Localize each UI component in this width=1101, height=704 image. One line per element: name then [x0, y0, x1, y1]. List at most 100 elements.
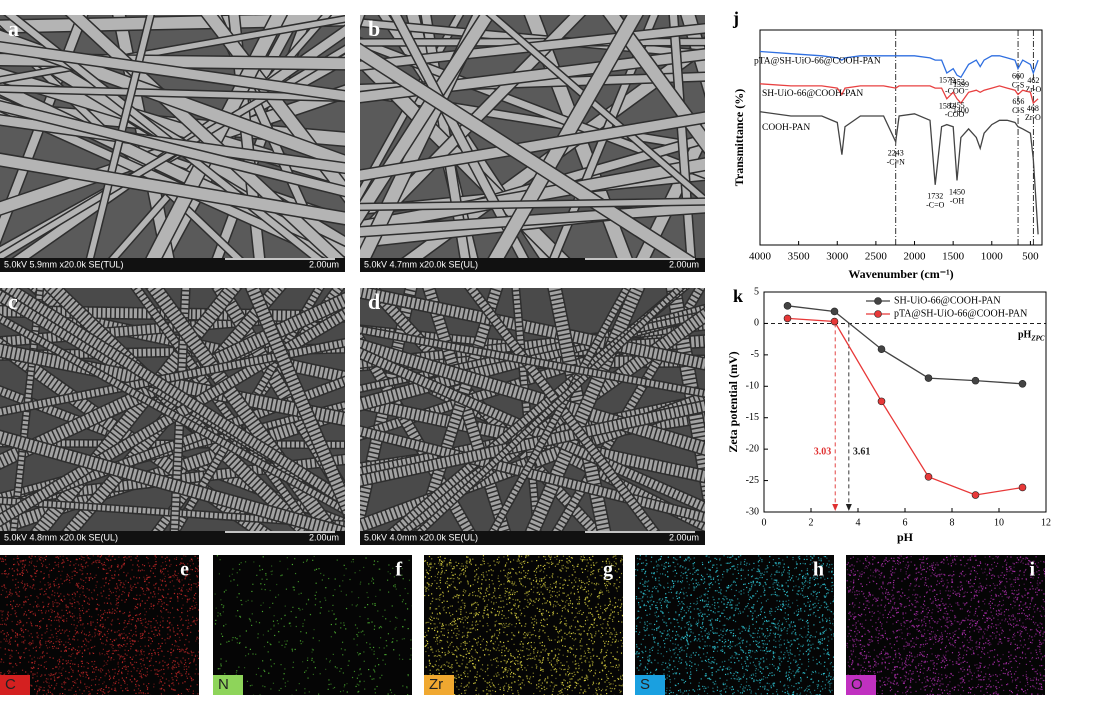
eds-dot — [228, 575, 231, 577]
eds-dot — [10, 603, 12, 606]
eds-dot — [500, 570, 502, 572]
eds-dot — [94, 645, 96, 647]
eds-dot — [547, 654, 550, 656]
eds-dot — [73, 570, 75, 572]
eds-dot — [479, 635, 481, 637]
eds-dot — [142, 658, 144, 660]
eds-dot — [100, 631, 102, 634]
eds-dot — [557, 657, 559, 659]
eds-dot — [119, 610, 121, 613]
eds-dot — [592, 642, 594, 645]
eds-dot — [609, 561, 611, 563]
eds-dot — [147, 576, 149, 579]
eds-dot — [176, 645, 178, 647]
caption-bar — [360, 258, 705, 272]
eds-dot — [133, 668, 135, 670]
eds-dot — [29, 644, 31, 646]
eds-dot — [390, 691, 393, 694]
eds-dot — [136, 564, 139, 566]
eds-dot — [124, 653, 126, 655]
eds-dot — [43, 655, 45, 657]
eds-dot — [501, 646, 503, 648]
eds-dot — [83, 556, 85, 559]
eds-dot — [222, 606, 224, 609]
eds-dot — [75, 682, 77, 684]
eds-dot — [463, 572, 465, 574]
eds-dot — [433, 629, 436, 631]
eds-dot — [475, 629, 477, 631]
eds-dot — [277, 594, 280, 596]
eds-dot — [174, 675, 176, 677]
eds-dot — [15, 649, 17, 652]
eds-dot — [152, 565, 154, 567]
eds-dot — [437, 573, 439, 575]
eds-dot — [497, 661, 499, 663]
eds-dot — [255, 673, 258, 676]
eds-dot — [163, 589, 165, 591]
eds-dot — [172, 660, 174, 662]
eds-dot — [17, 621, 19, 623]
eds-dot — [4, 570, 7, 572]
eds-dot — [136, 670, 138, 672]
eds-dot — [517, 679, 519, 681]
eds-dot — [77, 601, 79, 603]
eds-dot — [475, 624, 477, 626]
eds-dot — [490, 640, 492, 643]
eds-dot — [75, 563, 77, 565]
eds-dot — [8, 669, 10, 672]
eds-dot — [158, 662, 160, 664]
eds-dot — [514, 626, 516, 628]
eds-dot — [579, 645, 581, 647]
eds-dot — [536, 665, 538, 667]
eds-dot — [128, 622, 130, 624]
eds-dot — [5, 587, 7, 589]
eds-dot — [168, 560, 171, 562]
eds-dot — [486, 631, 488, 633]
eds-dot — [62, 562, 64, 564]
eds-dot — [82, 673, 84, 675]
eds-dot — [23, 614, 25, 616]
eds-dot — [160, 681, 162, 683]
eds-dot — [192, 679, 194, 681]
eds-dot — [595, 669, 597, 671]
eds-dot — [541, 682, 544, 684]
eds-dot — [568, 579, 570, 581]
eds-dot — [81, 660, 83, 662]
eds-dot — [583, 650, 586, 652]
fiber — [360, 198, 705, 210]
eds-dot — [118, 622, 121, 625]
eds-dot — [153, 565, 155, 567]
eds-dot — [491, 580, 493, 582]
eds-dot — [25, 588, 27, 590]
eds-dot — [172, 682, 174, 684]
eds-dot — [45, 680, 47, 682]
eds-dot — [525, 623, 527, 625]
eds-dot — [548, 591, 551, 593]
eds-dot — [590, 559, 592, 561]
eds-dot — [217, 668, 219, 670]
eds-dot — [556, 670, 558, 673]
eds-dot — [228, 640, 230, 642]
eds-dot — [507, 572, 510, 574]
eds-dot — [81, 565, 83, 567]
eds-dot — [114, 682, 117, 684]
eds-dot — [463, 656, 465, 658]
eds-dot — [460, 581, 462, 583]
eds-dot — [492, 592, 495, 594]
eds-dot — [580, 689, 582, 691]
eds-dot — [73, 694, 75, 695]
eds-dot — [548, 566, 550, 568]
eds-dot — [330, 623, 332, 626]
fiber — [360, 15, 463, 200]
eds-dot — [426, 562, 428, 564]
eds-dot — [605, 627, 607, 629]
eds-dot — [605, 689, 607, 691]
fiber — [0, 288, 345, 506]
eds-dot — [68, 655, 70, 657]
eds-dot — [171, 607, 174, 609]
eds-dot — [102, 623, 104, 625]
eds-dot — [601, 566, 603, 568]
eds-dot — [540, 586, 542, 588]
eds-dot — [88, 577, 90, 579]
eds-dot — [89, 599, 91, 601]
